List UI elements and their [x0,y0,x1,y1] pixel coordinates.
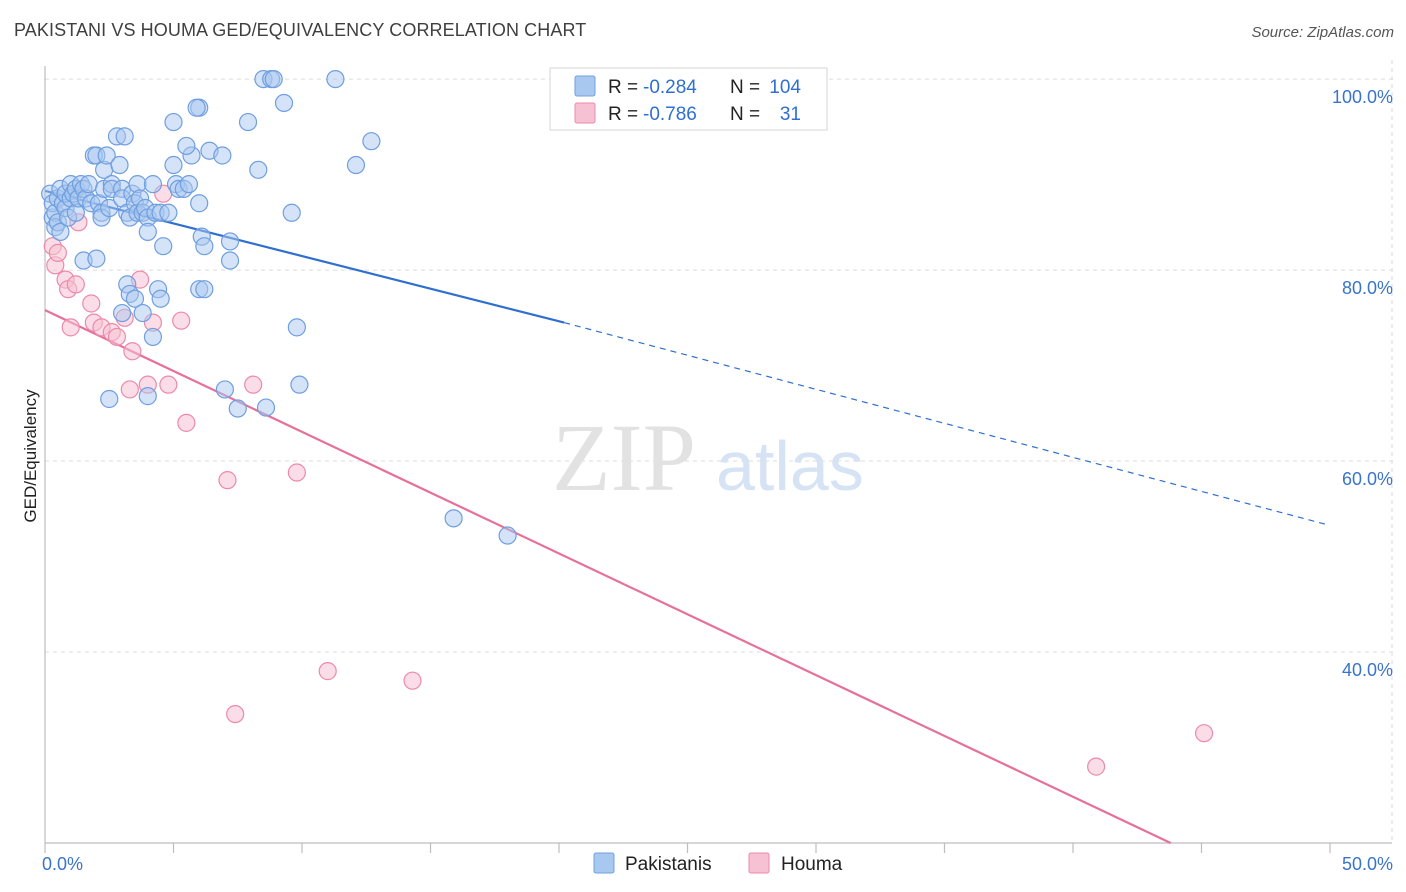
houma-point [82,294,101,313]
houma-point [61,318,80,337]
legend-swatch-houma [574,102,596,124]
legend-box [549,67,828,131]
pakistanis-point [228,399,247,418]
chart-source: Source: ZipAtlas.com [1251,24,1394,41]
y-tick-label-3: 40.0% [1342,660,1393,680]
pakistanis-point [238,112,258,132]
houma-point [226,704,245,724]
pakistanis-point [164,155,183,175]
y-axis-label: GED/Equivalency [21,389,40,523]
houma-point [403,671,422,690]
pakistanis-point [143,175,163,194]
houma-point [318,662,337,681]
bottom-legend-label-pakistanis: Pakistanis [625,854,712,875]
legend-r-value-0: -0.284 [643,77,697,98]
y-tick-label-0: 100.0% [1332,87,1393,107]
legend-n-label-1: N = [730,104,760,125]
pakistanis-point [177,136,196,156]
trend-lines [44,189,1326,844]
pakistanis-point [151,289,170,308]
pakistanis-point [138,387,157,406]
pakistanis-point [79,175,98,194]
houma-point [159,375,178,394]
houma-point [107,327,127,347]
pakistanis-point [133,303,152,323]
houma-point [1194,724,1214,743]
pakistanis-point [138,222,157,241]
top-legend: R = -0.284 N = 104 R = -0.786 N = 31 [549,67,828,131]
legend-n-label-0: N = [730,77,760,98]
pakistanis-point [100,389,119,409]
houma-point [244,375,263,394]
bottom-legend-swatch-pakistanis [593,852,615,874]
pakistanis-point [326,69,345,89]
pakistanis-point [159,203,178,222]
pakistanis-point [256,398,276,417]
legend-r-value-1: -0.786 [643,104,697,125]
bottom-legend: Pakistanis Houma [593,852,843,875]
pakistanis-point [215,380,234,399]
pakistanis-point [282,203,301,222]
y-tick-label-2: 60.0% [1342,469,1393,489]
pakistanis-point [190,194,209,213]
pakistanis-point [125,289,145,308]
houma-point [48,243,67,262]
pakistanis-point [287,318,306,337]
pakistanis-point [100,198,119,218]
pakistanis-point [143,327,163,347]
watermark-atlas: atlas [716,427,864,505]
pakistanis-point [115,127,134,146]
houma-point [218,471,237,490]
pakistanis-point [87,249,106,268]
pakistanis-points [41,69,517,545]
pakistanis-point [164,112,183,132]
pakistanis-point [274,93,294,113]
legend-n-value-0: 104 [769,77,801,98]
pakistanis-point [51,222,70,241]
pakistanis-point [195,237,214,256]
pakistanis-point [154,237,173,256]
tick-labels: 100.0% 80.0% 60.0% 40.0% 0.0% 50.0% [42,87,1393,874]
houma-point [172,311,191,330]
pakistanis-point [290,375,309,394]
pakistanis-point [110,155,129,175]
houma-point [1087,757,1106,776]
legend-n-value-1: 31 [780,104,801,125]
pakistanis-point [97,146,116,165]
pakistanis-point [179,175,199,194]
watermark: ZIP atlas [552,404,864,511]
legend-r-label-1: R = [608,104,638,125]
pakistanis-point [195,280,214,299]
houma-trend-line [44,309,1172,844]
watermark-zip: ZIP [552,404,696,511]
houma-point [177,413,196,432]
bottom-legend-swatch-houma [748,852,770,874]
houma-point [120,380,139,399]
pakistanis-point [498,526,517,545]
houma-point [123,342,142,361]
legend-swatch-pakistanis [574,75,596,97]
pakistanis-point [444,509,463,528]
legend-r-label-0: R = [608,77,638,98]
houma-point [287,463,306,482]
y-tick-label-1: 80.0% [1342,278,1393,298]
pakistanis-point [249,160,268,179]
pakistanis-point [213,146,232,165]
pakistanis-point [220,251,240,270]
bottom-legend-label-houma: Houma [781,854,843,875]
pakistanis-point [220,232,240,251]
pakistanis-point [187,98,206,117]
x-tick-label-0: 0.0% [42,854,83,874]
x-tick-label-1: 50.0% [1342,854,1393,874]
houma-point [66,275,85,294]
chart-title: PAKISTANI VS HOUMA GED/EQUIVALENCY CORRE… [14,20,587,40]
pakistanis-point [112,303,132,323]
pakistanis-point [264,69,283,89]
pakistanis-point [362,132,381,151]
pakistanis-point [346,155,366,175]
